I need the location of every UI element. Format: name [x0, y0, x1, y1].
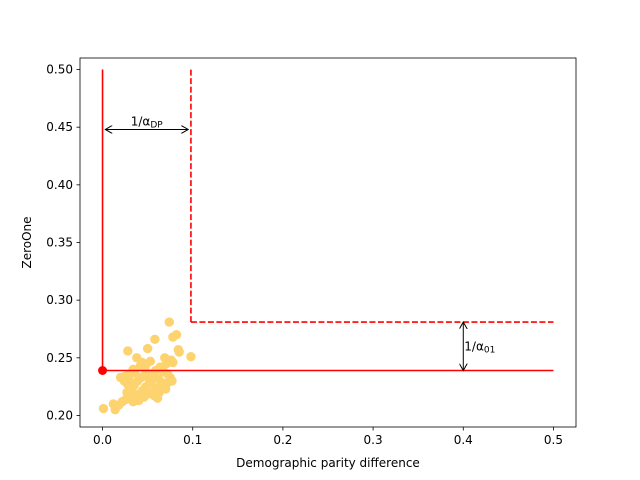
y-tick-label: 0.40 — [46, 178, 73, 192]
y-tick-label: 0.20 — [46, 408, 73, 422]
scatter-layer — [98, 317, 196, 415]
x-tick-label: 0.2 — [273, 433, 292, 447]
y-tick-label: 0.30 — [46, 293, 73, 307]
scatter-point — [164, 317, 174, 327]
x-tick-label: 0.4 — [454, 433, 473, 447]
scatter-point — [133, 395, 144, 406]
highlight-point — [98, 365, 108, 375]
scatter-point — [141, 360, 151, 370]
scatter-point — [171, 330, 182, 340]
scatter-point — [120, 371, 130, 381]
scatter-point — [162, 369, 173, 379]
scatter-point — [168, 357, 178, 368]
x-tick-label: 0.3 — [364, 433, 383, 447]
y-tick-label: 0.50 — [46, 63, 73, 77]
scatter-point — [142, 343, 153, 354]
y-tick-label: 0.35 — [46, 236, 73, 250]
x-tick-label: 0.1 — [183, 433, 202, 447]
scatter-point — [108, 399, 119, 409]
axes: 0.0 0.1 0.2 0.3 0.4 0.5 0.20 0.25 0.30 0.35 0.40 0.… — [46, 57, 577, 447]
scatter-point — [121, 394, 131, 405]
y-tick-label: 0.45 — [46, 120, 73, 134]
x-axis-label: Demographic parity difference — [236, 456, 420, 470]
scatter-point — [150, 334, 160, 345]
scatter-point — [98, 403, 109, 414]
x-tick-label: 0.5 — [544, 433, 563, 447]
y-tick-label: 0.25 — [46, 351, 73, 365]
scatter-point — [173, 345, 183, 355]
reference-lines — [98, 69, 554, 375]
scatter-point — [123, 346, 133, 356]
scatter-point — [167, 376, 177, 386]
y-axis-label: ZeroOne — [20, 216, 34, 268]
scatter-point — [128, 364, 138, 375]
scatter-point — [148, 390, 158, 400]
scatter-point — [186, 351, 196, 362]
x-tick-label: 0.0 — [93, 433, 112, 447]
